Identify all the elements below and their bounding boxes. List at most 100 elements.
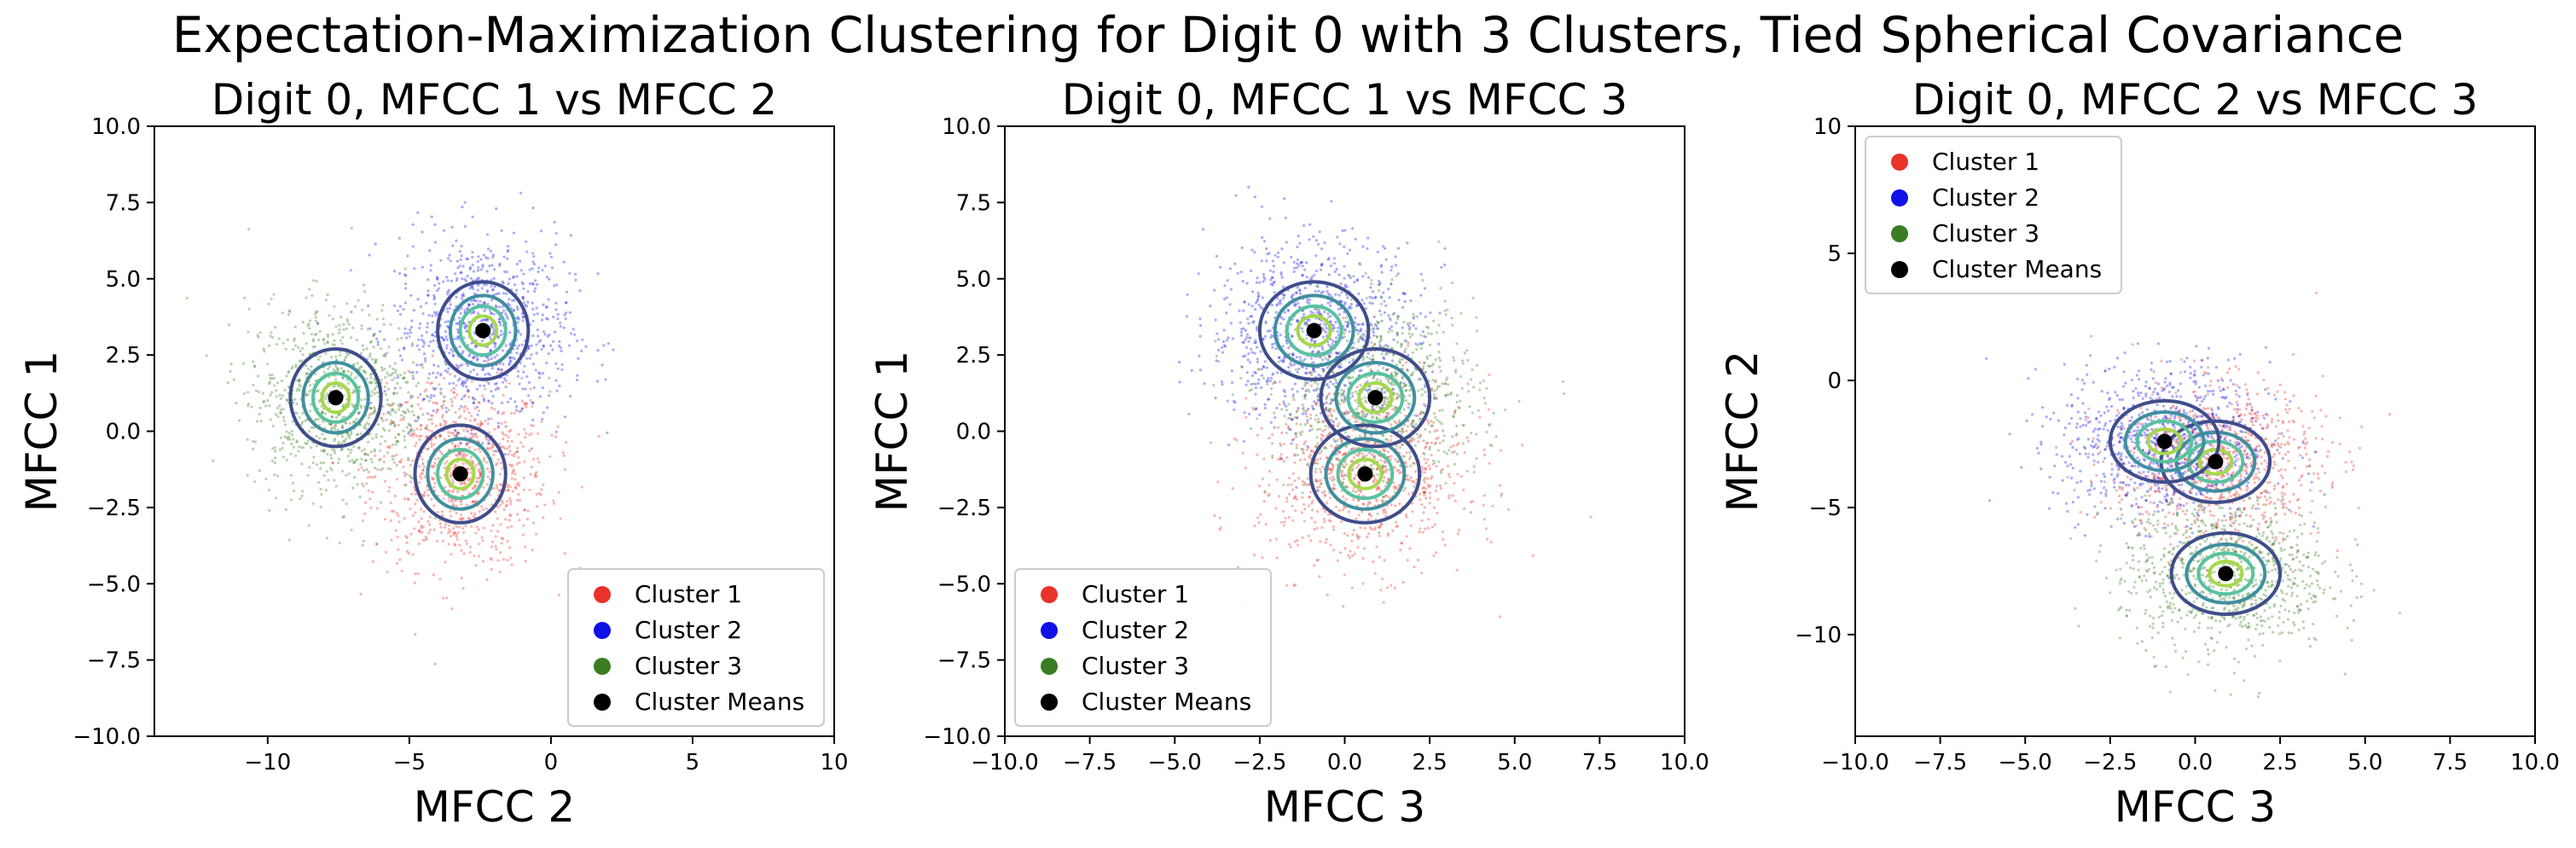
cluster-2-point <box>1221 383 1224 386</box>
cluster-1-point <box>525 406 527 409</box>
cluster-2-point <box>533 290 536 293</box>
cluster-1-point <box>1316 458 1319 461</box>
cluster-2-point <box>518 383 520 386</box>
cluster-2-point <box>1244 329 1247 332</box>
cluster-2-point <box>1266 366 1268 369</box>
cluster-2-point <box>1323 241 1326 244</box>
cluster-1-point <box>1435 438 1437 440</box>
cluster-3-point <box>417 382 420 385</box>
cluster-3-point <box>356 339 358 341</box>
cluster-1-point <box>581 485 583 488</box>
cluster-3-point <box>347 382 350 385</box>
cluster-2-point <box>542 372 544 375</box>
cluster-1-point <box>410 532 413 535</box>
cluster-1-point <box>386 382 388 385</box>
cluster-3-point <box>1363 396 1366 398</box>
cluster-2-point <box>576 340 578 342</box>
cluster-3-point <box>248 308 251 311</box>
cluster-1-point <box>1378 414 1380 416</box>
cluster-1-point <box>1339 403 1342 405</box>
cluster-2-point <box>1284 311 1286 314</box>
cluster-1-point <box>1419 498 1421 501</box>
cluster-1-point <box>1428 464 1430 467</box>
cluster-1-point <box>496 559 499 561</box>
y-tick-label: 10.0 <box>91 114 141 140</box>
cluster-1-point <box>1244 467 1247 469</box>
cluster-3-point <box>300 462 303 465</box>
cluster-1-point <box>490 417 493 420</box>
cluster-2-point <box>1306 298 1308 300</box>
cluster-2-point <box>568 272 571 275</box>
cluster-3-point <box>392 458 394 461</box>
cluster-3-point <box>308 327 310 329</box>
cluster-1-point <box>1424 527 1426 530</box>
cluster-2-point <box>461 254 463 257</box>
cluster-2-point <box>495 305 497 307</box>
cluster-3-point <box>307 474 310 477</box>
cluster-1-point <box>467 396 470 398</box>
cluster-1-point <box>1384 470 1387 473</box>
cluster-2-point <box>1341 229 1343 232</box>
cluster-3-point <box>388 404 391 407</box>
cluster-1-point <box>470 429 473 432</box>
cluster-2-point <box>422 312 425 315</box>
cluster-3-point <box>412 375 415 377</box>
cluster-3-point <box>1215 355 1218 357</box>
cluster-1-point <box>502 438 504 440</box>
cluster-2-point <box>1309 311 1312 313</box>
cluster-3-point <box>308 430 310 433</box>
cluster-2-point <box>481 369 484 371</box>
cluster-2-point <box>446 307 449 310</box>
cluster-3-point <box>363 469 365 472</box>
cluster-2-point <box>526 290 529 293</box>
cluster-1-point <box>384 518 386 520</box>
cluster-1-point <box>1488 462 1491 465</box>
cluster-1-point <box>1277 427 1279 429</box>
cluster-3-point <box>1366 356 1368 358</box>
cluster-3-point <box>242 363 245 365</box>
cluster-3-point <box>1326 384 1328 386</box>
cluster-3-point <box>450 398 452 400</box>
cluster-2-point <box>459 258 461 261</box>
cluster-2-point <box>422 346 425 348</box>
cluster-2-point <box>1406 241 1408 244</box>
cluster-3-point <box>306 324 309 327</box>
cluster-1-point <box>1268 470 1271 473</box>
cluster-2-point <box>1260 386 1262 389</box>
cluster-2-point <box>436 277 438 280</box>
cluster-2-point <box>1224 346 1227 348</box>
cluster-2-point <box>523 365 525 368</box>
cluster-3-point <box>1407 369 1409 372</box>
cluster-1-point <box>409 464 412 467</box>
cluster-2-point <box>1315 239 1318 241</box>
cluster-3-point <box>1302 330 1304 333</box>
cluster-3-point <box>370 458 373 461</box>
cluster-1-point <box>1390 435 1393 438</box>
cluster-2-point <box>1284 395 1286 398</box>
cluster-3-point <box>342 516 345 519</box>
cluster-1-point <box>475 480 478 483</box>
cluster-1-point <box>516 447 519 450</box>
cluster-1-point <box>444 467 446 469</box>
cluster-2-point <box>1223 328 1226 331</box>
cluster-3-point <box>316 444 318 447</box>
cluster-2-point <box>524 304 526 306</box>
cluster-3-point <box>308 466 310 468</box>
cluster-2-point <box>518 318 520 321</box>
cluster-1-point <box>1375 545 1378 548</box>
cluster-2-point <box>405 336 408 339</box>
cluster-2-point <box>468 287 471 289</box>
cluster-1-point <box>369 476 372 479</box>
cluster-1-point <box>414 633 416 636</box>
cluster-2-point <box>1265 247 1268 250</box>
cluster-2-point <box>490 357 493 360</box>
cluster-2-point <box>447 279 450 282</box>
cluster-3-point <box>1420 343 1423 346</box>
cluster-2-point <box>542 386 544 389</box>
cluster-2-point <box>422 340 425 343</box>
cluster-3-point <box>1444 382 1447 385</box>
cluster-1-point <box>414 444 416 447</box>
cluster-2-point <box>432 372 434 375</box>
cluster-3-point <box>1440 472 1442 474</box>
cluster-3-point <box>294 326 297 328</box>
